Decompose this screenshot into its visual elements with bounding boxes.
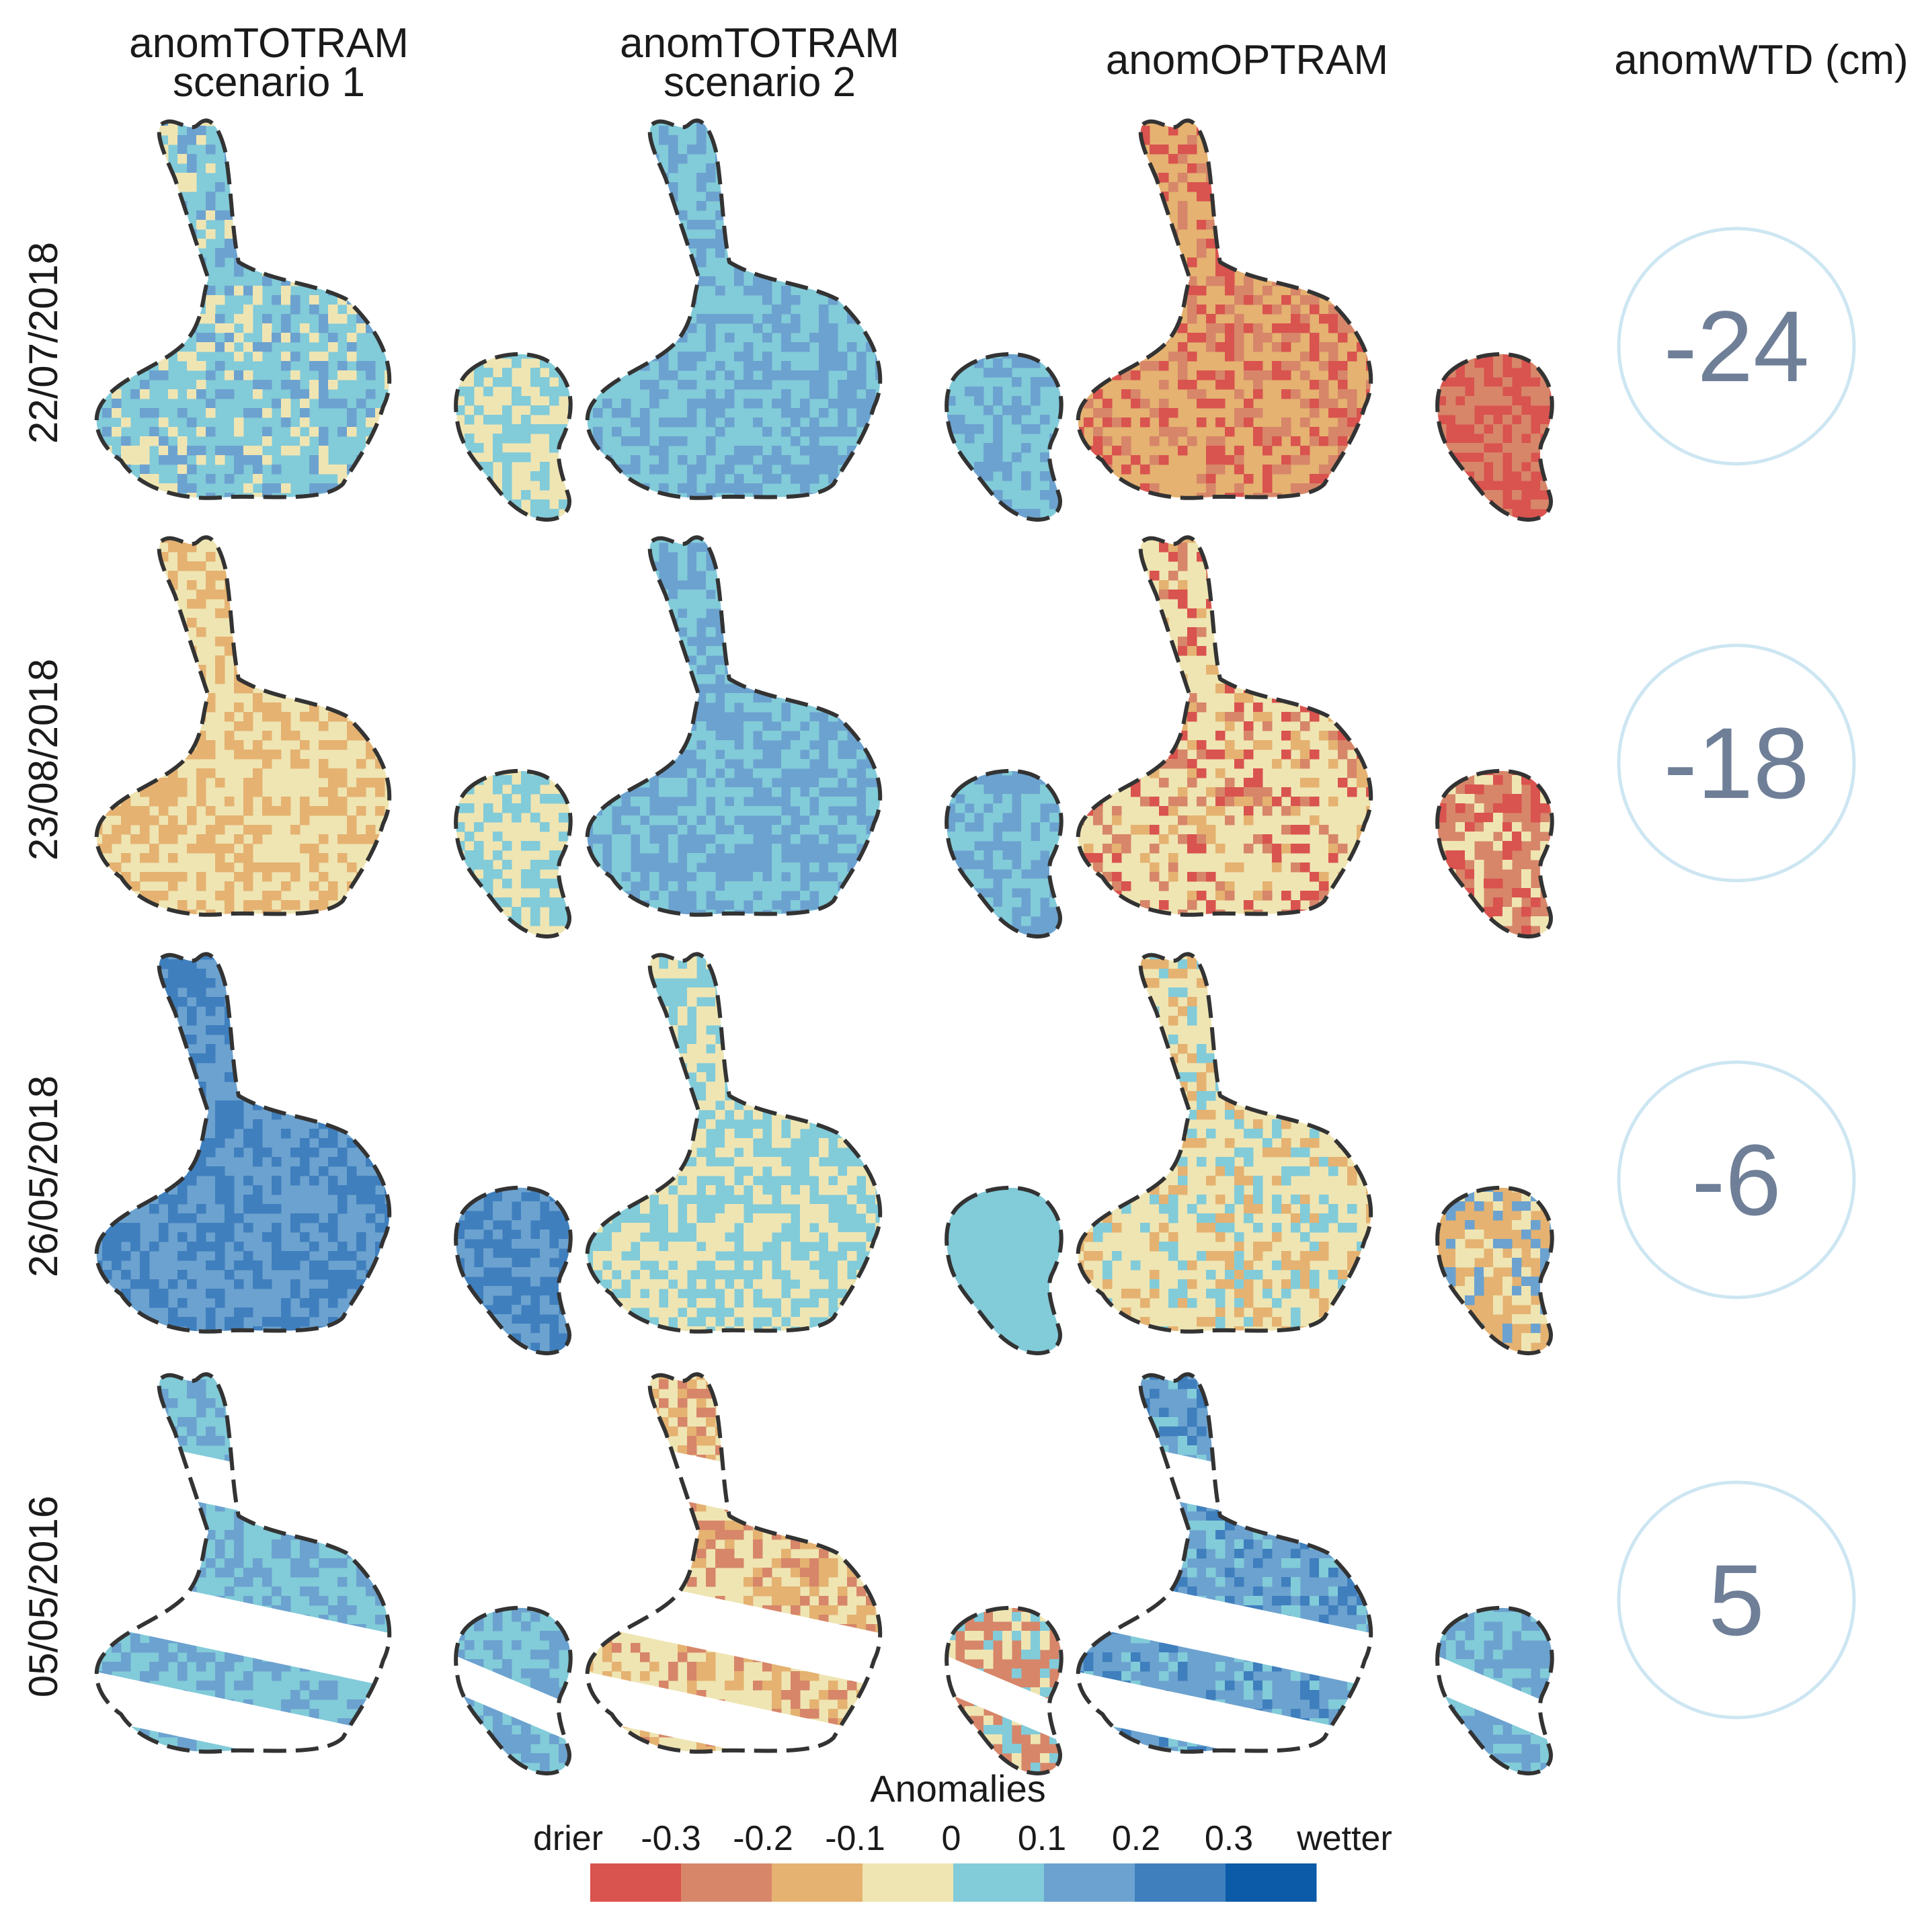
legend-title: Anomalies <box>870 1767 1045 1810</box>
map-col3-small <box>1408 756 1588 955</box>
legend-swatch-4 <box>862 1863 954 1902</box>
column-titles: anomTOTRAM scenario 1 anomTOTRAM scenario 2… <box>129 20 1909 106</box>
legend-tick-3: -0.2 <box>733 1819 793 1858</box>
row-date-label: 05/05/2016 <box>21 1496 66 1697</box>
legend-tick-9: wetter <box>1296 1819 1392 1858</box>
map-col2-small <box>918 1173 1097 1371</box>
legend-swatch-6 <box>1044 1863 1135 1902</box>
column-title-2: anomTOTRAM scenario 2 <box>620 20 899 106</box>
row-date-label: 22/07/2018 <box>21 242 66 444</box>
map-col3-small <box>1408 1593 1588 1792</box>
column-title-1: anomTOTRAM scenario 1 <box>129 20 409 106</box>
legend-tick-2: -0.3 <box>641 1819 701 1858</box>
wtd-value: -18 <box>1664 707 1810 819</box>
row-date-label: 26/05/2018 <box>21 1076 66 1277</box>
row-2: 23/08/2018 -18 <box>21 514 1856 955</box>
legend-tick-7: 0.2 <box>1112 1819 1160 1858</box>
row-date-label: 23/08/2018 <box>21 659 66 860</box>
row-1: 22/07/2018 -24 <box>21 97 1856 538</box>
row-3: 26/05/2018 -6 <box>21 931 1856 1371</box>
map-col2-small <box>918 756 1097 955</box>
map-col1-small <box>427 339 606 538</box>
legend-swatch-5 <box>953 1863 1045 1902</box>
map-col1-main <box>74 931 432 1355</box>
map-col3-main <box>1055 931 1414 1355</box>
legend-swatch-2 <box>681 1863 772 1902</box>
legend-tick-1: drier <box>533 1819 603 1858</box>
legend-swatch-8 <box>1226 1863 1317 1902</box>
map-col3-main <box>1055 514 1414 938</box>
map-col1-small <box>427 1173 606 1371</box>
map-col3-small <box>1408 1173 1588 1371</box>
map-col2-small <box>918 1593 1097 1792</box>
wtd-circle <box>1617 1480 1856 1720</box>
legend-swatch-7 <box>1135 1863 1226 1902</box>
wtd-value: -6 <box>1691 1123 1781 1236</box>
column-title-3: anomOPTRAM <box>1106 37 1388 83</box>
map-col3-small <box>1408 339 1588 538</box>
map-col2-main <box>565 97 923 522</box>
wtd-circle <box>1617 227 1856 466</box>
map-col2-main <box>565 514 923 938</box>
map-col1-main <box>74 97 432 522</box>
map-rows: 22/07/2018 -24 23/08/2018 -18 26/05/2018 -6 05… <box>21 97 1856 1792</box>
map-col2-small <box>918 339 1097 538</box>
legend-tick-6: 0.1 <box>1018 1819 1066 1858</box>
map-col1-main <box>74 1351 432 1788</box>
map-col3-main <box>1055 97 1414 522</box>
legend-swatch-3 <box>772 1863 863 1902</box>
legend-tick-5: 0 <box>942 1819 961 1858</box>
wtd-value: -24 <box>1664 290 1810 403</box>
wtd-value: 5 <box>1708 1543 1764 1656</box>
map-col1-main <box>74 514 432 938</box>
map-col1-small <box>427 1593 606 1792</box>
wtd-circle <box>1617 643 1856 883</box>
wtd-circle <box>1617 1060 1856 1299</box>
row-4: 05/05/2016 5 <box>21 1351 1856 1792</box>
legend-tick-4: -0.1 <box>825 1819 885 1858</box>
colorbar-legend: Anomalies drier -0.3 -0.2 -0.1 0 0.1 0.2 0.3 wett… <box>533 1767 1392 1902</box>
map-col3-main <box>1055 1351 1414 1788</box>
map-col1-small <box>427 756 606 955</box>
legend-swatch-1 <box>590 1863 682 1902</box>
legend-tick-8: 0.3 <box>1205 1819 1253 1858</box>
column-title-4: anomWTD (cm) <box>1614 37 1908 83</box>
map-col2-main <box>565 931 923 1355</box>
map-col2-main <box>565 1351 923 1788</box>
